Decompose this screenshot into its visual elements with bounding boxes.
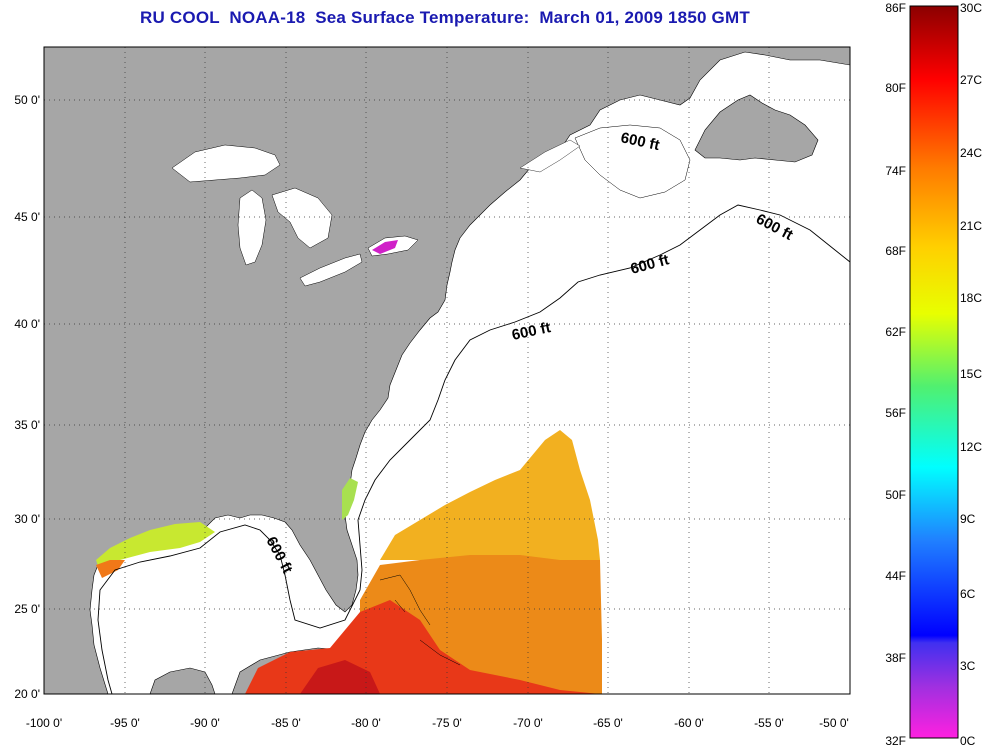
- colorbar-f-labels: 86F 80F 74F 68F 62F 56F 50F 44F 38F 32F: [885, 1, 906, 748]
- map-frame: [43, 46, 851, 695]
- colorbar-f-label: 68F: [885, 244, 906, 258]
- texas-coast-sst: [96, 560, 125, 578]
- st-lawrence-river: [519, 139, 581, 173]
- lake-superior: [171, 144, 281, 183]
- lon-tick-label: -50 0': [819, 716, 849, 730]
- lat-tick-label: 30 0': [14, 512, 40, 526]
- colorbar-c-label: 15C: [960, 367, 982, 381]
- sst-map: 600 ft 600 ft 600 ft 600 ft 600 ft -100 …: [14, 46, 851, 730]
- lon-tick-label: -100 0': [26, 716, 62, 730]
- lon-tick-label: -80 0': [351, 716, 381, 730]
- lat-ticks: 50 0' 45 0' 40 0' 35 0' 30 0' 25 0' 20 0…: [14, 93, 40, 701]
- bahamas-islands: [379, 574, 461, 666]
- colorbar-f-label: 80F: [885, 81, 906, 95]
- colorbar-f-label: 62F: [885, 325, 906, 339]
- lat-tick-label: 25 0': [14, 602, 40, 616]
- colorbar-c-label: 3C: [960, 659, 976, 673]
- map-title: RU COOL NOAA-18 Sea Surface Temperature:…: [140, 8, 750, 27]
- lon-tick-label: -90 0': [190, 716, 220, 730]
- colorbar-f-label: 32F: [885, 734, 906, 748]
- lake-erie: [299, 253, 363, 287]
- lon-tick-label: -70 0': [513, 716, 543, 730]
- colorbar-f-label: 50F: [885, 488, 906, 502]
- colorbar-c-label: 12C: [960, 440, 982, 454]
- colorbar-c-label: 27C: [960, 73, 982, 87]
- temperature-colorbar: 86F 80F 74F 68F 62F 56F 50F 44F 38F 32F …: [885, 1, 982, 748]
- colorbar-c-label: 18C: [960, 291, 982, 305]
- caribbean-sst-dark: [300, 660, 380, 694]
- lon-tick-label: -65 0': [593, 716, 623, 730]
- lon-tick-label: -85 0': [271, 716, 301, 730]
- colorbar-f-label: 38F: [885, 651, 906, 665]
- newfoundland-land: [694, 94, 819, 163]
- lake-michigan: [237, 189, 267, 266]
- colorbar-f-label: 44F: [885, 569, 906, 583]
- colorbar-c-label: 21C: [960, 219, 982, 233]
- gulf-st-lawrence: [574, 124, 691, 199]
- colorbar-c-label: 30C: [960, 1, 982, 15]
- yucatan-land: [149, 667, 216, 694]
- colorbar-c-label: 9C: [960, 512, 976, 526]
- florida-east-sst: [342, 478, 358, 520]
- colorbar-c-label: 0C: [960, 734, 976, 748]
- gulf-coast-sst: [96, 522, 215, 572]
- lat-tick-label: 20 0': [14, 687, 40, 701]
- lat-tick-label: 35 0': [14, 418, 40, 432]
- colorbar-f-label: 86F: [885, 1, 906, 15]
- depth-contour-600ft: [97, 204, 850, 694]
- warm-sst-field-north: [380, 430, 600, 560]
- lon-tick-label: -95 0': [110, 716, 140, 730]
- lake-ontario-sst: [372, 240, 398, 254]
- lat-tick-label: 50 0': [14, 93, 40, 107]
- colorbar-c-label: 24C: [960, 146, 982, 160]
- colorbar-gradient: [909, 5, 959, 739]
- lon-tick-label: -55 0': [754, 716, 784, 730]
- lon-tick-label: -60 0': [674, 716, 704, 730]
- lon-tick-label: -75 0': [432, 716, 462, 730]
- colorbar-f-label: 74F: [885, 164, 906, 178]
- lat-tick-label: 40 0': [14, 317, 40, 331]
- colorbar-c-label: 6C: [960, 587, 976, 601]
- lon-ticks: -100 0' -95 0' -90 0' -85 0' -80 0' -75 …: [26, 716, 849, 730]
- colorbar-f-label: 56F: [885, 406, 906, 420]
- colorbar-c-labels: 30C 27C 24C 21C 18C 15C 12C 9C 6C 3C 0C: [960, 1, 982, 748]
- lat-tick-label: 45 0': [14, 210, 40, 224]
